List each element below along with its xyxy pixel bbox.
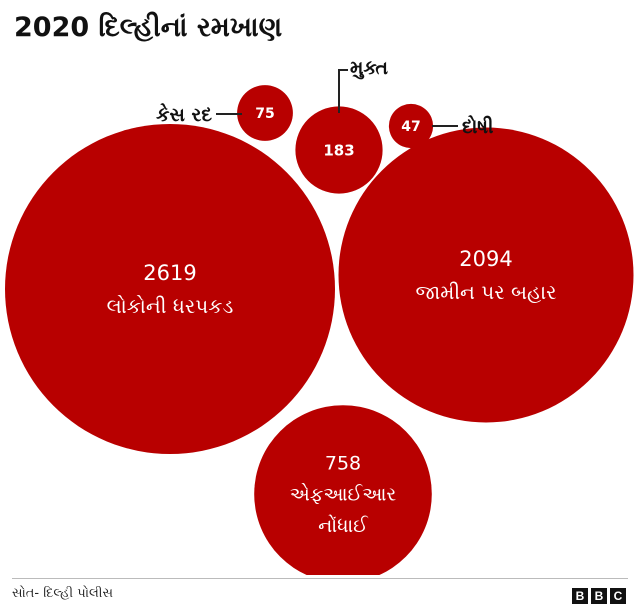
source-note: સોત- દિલ્હી પોલીસ [12, 586, 114, 601]
bubble [237, 85, 293, 141]
logo-letter: B [572, 588, 588, 604]
bubble [338, 127, 634, 423]
bubble-value: 47 [401, 119, 420, 135]
footer-divider [12, 578, 628, 579]
bubble-label: નોંધાઈ [318, 515, 369, 537]
bubble [388, 103, 434, 149]
bubble-value: 75 [255, 106, 274, 122]
bubble-label: લોકોની ધરપકડ [107, 294, 234, 318]
bubble-value: 758 [325, 452, 361, 474]
bubble-value: 183 [323, 141, 354, 159]
bubble-value: 2094 [459, 247, 512, 271]
bubble [5, 124, 335, 454]
bbc-logo: B B C [572, 588, 626, 604]
bubble-chart: 2619 લોકોની ધરપકડ 2094 જામીન પર બહાર 758 એફઆઈ… [5, 57, 634, 575]
bubble-label: દોષી [462, 115, 494, 138]
chart-title: 2020 દિલ્હીનાં રમખાણ [14, 12, 283, 43]
logo-letter: C [610, 588, 626, 604]
bubble-label: મુક્ત [350, 57, 388, 79]
bubble-label: એફઆઈઆર [290, 484, 397, 506]
leader-line [338, 69, 348, 113]
bubble-value: 2619 [143, 261, 196, 285]
bubble-label: કેસ રદ [156, 103, 212, 126]
bubble [295, 106, 383, 194]
logo-letter: B [591, 588, 607, 604]
bubble [254, 405, 432, 575]
bubble-label: જામીન પર બહાર [415, 280, 556, 304]
